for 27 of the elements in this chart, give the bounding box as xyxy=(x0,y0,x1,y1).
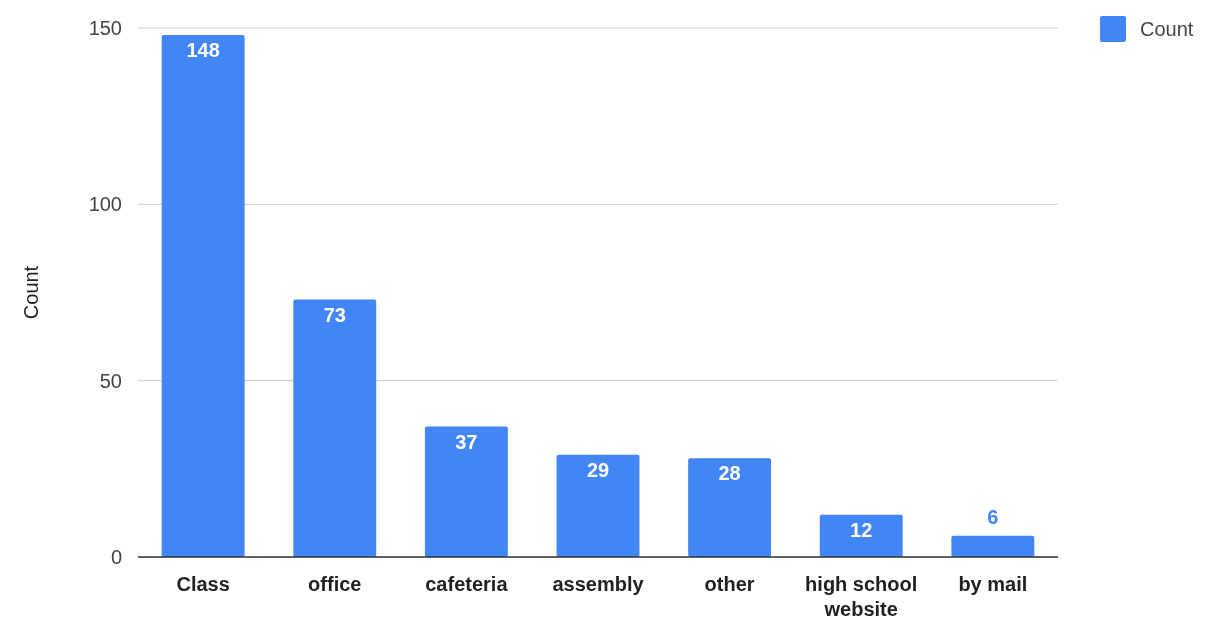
data-label: 29 xyxy=(586,458,610,481)
x-tick-label: other xyxy=(704,573,755,595)
data-label: 28 xyxy=(718,462,741,485)
x-tick-label: office xyxy=(308,573,362,595)
bar xyxy=(161,35,245,557)
bar xyxy=(688,458,772,557)
x-tick-label: Class xyxy=(176,573,230,595)
y-tick-label: 100 xyxy=(88,193,122,216)
x-tick-label: by mail xyxy=(958,573,1028,595)
data-label: 37 xyxy=(455,430,478,453)
bar xyxy=(293,299,377,557)
data-label: 12 xyxy=(850,518,873,541)
y-axis-title: Count xyxy=(20,265,42,320)
x-tick-label: high school website xyxy=(805,573,918,620)
bar xyxy=(951,535,1035,557)
x-tick-label: cafeteria xyxy=(425,573,509,595)
bar xyxy=(424,426,508,557)
x-tick-label: assembly xyxy=(552,573,645,595)
bar xyxy=(819,514,903,557)
y-tick-label: 0 xyxy=(110,546,122,568)
y-tick-label: 50 xyxy=(99,369,122,392)
bar xyxy=(556,454,640,557)
data-label: 73 xyxy=(323,303,346,326)
data-label: 148 xyxy=(186,39,220,62)
data-label: 6 xyxy=(987,505,999,528)
legend-label: Count xyxy=(1140,18,1194,40)
y-tick-label: 150 xyxy=(88,17,122,39)
